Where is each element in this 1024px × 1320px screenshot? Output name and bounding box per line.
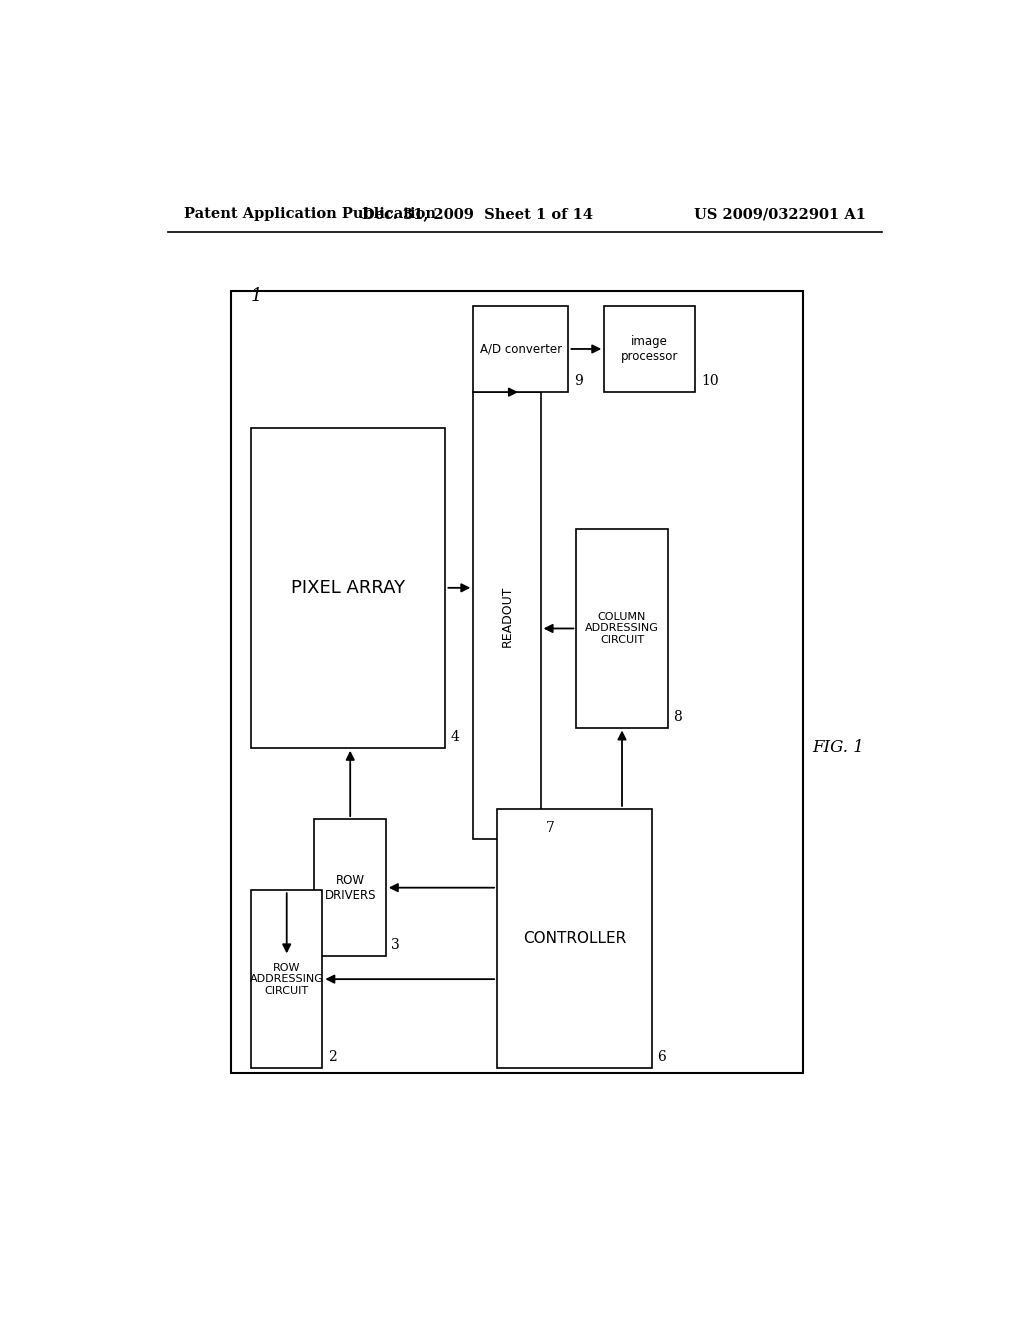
Text: 8: 8 xyxy=(673,710,682,723)
Text: 9: 9 xyxy=(574,374,583,388)
Text: PIXEL ARRAY: PIXEL ARRAY xyxy=(291,579,406,597)
Text: US 2009/0322901 A1: US 2009/0322901 A1 xyxy=(694,207,866,222)
Bar xyxy=(314,818,386,956)
Bar xyxy=(577,529,668,727)
Bar xyxy=(231,290,803,1073)
Bar xyxy=(497,809,652,1068)
Text: Patent Application Publication: Patent Application Publication xyxy=(183,207,435,222)
Text: 2: 2 xyxy=(328,1049,337,1064)
Bar xyxy=(473,392,541,840)
Bar xyxy=(473,306,568,392)
Text: CONTROLLER: CONTROLLER xyxy=(523,931,626,946)
Text: Dec. 31, 2009  Sheet 1 of 14: Dec. 31, 2009 Sheet 1 of 14 xyxy=(361,207,593,222)
Text: COLUMN
ADDRESSING
CIRCUIT: COLUMN ADDRESSING CIRCUIT xyxy=(585,612,659,645)
Text: 6: 6 xyxy=(657,1049,666,1064)
Bar xyxy=(251,890,323,1068)
Text: 1: 1 xyxy=(251,286,262,305)
Text: 3: 3 xyxy=(391,939,400,952)
Text: A/D converter: A/D converter xyxy=(480,342,562,355)
Text: FIG. 1: FIG. 1 xyxy=(812,739,864,756)
Bar xyxy=(604,306,695,392)
Bar xyxy=(251,428,445,748)
Text: ROW
ADDRESSING
CIRCUIT: ROW ADDRESSING CIRCUIT xyxy=(250,962,324,995)
Text: 10: 10 xyxy=(701,374,719,388)
Text: READOUT: READOUT xyxy=(501,585,513,647)
Text: 4: 4 xyxy=(451,730,460,744)
Text: 7: 7 xyxy=(546,821,555,836)
Text: ROW
DRIVERS: ROW DRIVERS xyxy=(325,874,376,902)
Text: image
processor: image processor xyxy=(622,335,679,363)
